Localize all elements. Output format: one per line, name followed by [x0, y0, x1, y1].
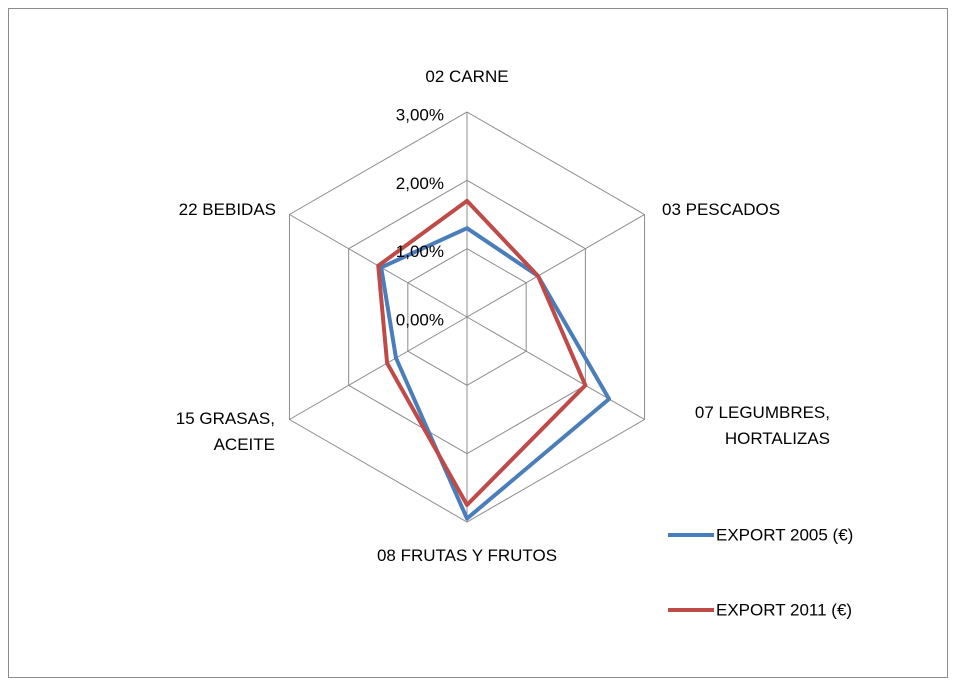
- category-label: 08 FRUTAS Y FRUTOS: [376, 546, 558, 565]
- chart-frame: [8, 8, 948, 678]
- category-label: 02 CARNE: [425, 67, 509, 86]
- category-label: 03 PESCADOS: [662, 200, 781, 219]
- y-tick-label: 1,00%: [396, 242, 444, 261]
- legend-label: EXPORT 2005 (€): [716, 525, 853, 544]
- y-tick-label: 3,00%: [396, 105, 444, 124]
- legend-label: EXPORT 2011 (€): [716, 600, 852, 619]
- y-tick-label: 2,00%: [396, 174, 444, 193]
- category-label: 15 GRASAS, ACEITE: [175, 409, 275, 454]
- y-tick-label: 0,00%: [396, 310, 444, 329]
- spoke: [466, 214, 645, 318]
- category-label: 07 LEGUMBRES, HORTALIZAS: [694, 403, 830, 448]
- series-line: [376, 198, 588, 507]
- category-label: 22 BEBIDAS: [178, 200, 276, 219]
- spoke: [289, 316, 468, 420]
- spoke: [466, 316, 645, 420]
